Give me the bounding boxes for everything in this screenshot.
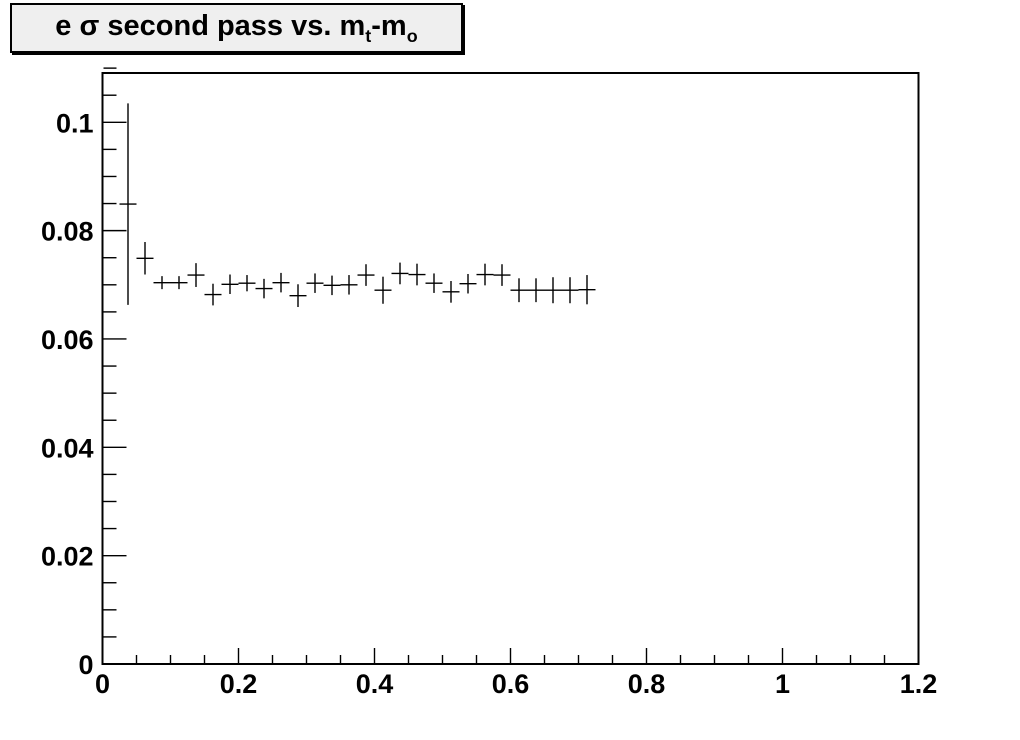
y-axis-tick-label: 0.06 (41, 325, 94, 355)
data-point (527, 278, 545, 303)
data-point (255, 278, 273, 299)
x-axis-tick-label: 0.4 (356, 669, 394, 699)
data-point (408, 263, 426, 286)
data-point (306, 273, 324, 293)
plot-title: e σ second pass vs. mt-mo (55, 9, 418, 46)
x-axis-tick-label: 0.2 (220, 669, 258, 699)
data-point (170, 276, 188, 290)
data-point (357, 264, 375, 286)
data-point (425, 273, 443, 293)
data-point (204, 283, 222, 306)
x-axis-tick-label: 0.6 (492, 669, 530, 699)
data-point (493, 264, 511, 286)
data-point (578, 275, 596, 305)
data-point (187, 263, 205, 287)
data-point (510, 278, 528, 303)
data-point (340, 275, 358, 295)
data-point (289, 284, 307, 308)
data-point (476, 263, 494, 286)
y-axis-tick-label: 0.04 (41, 433, 94, 463)
x-axis-tick-label: 1.2 (900, 669, 938, 699)
data-point (459, 273, 477, 294)
data-point (561, 277, 579, 304)
data-point (374, 276, 392, 304)
data-point (153, 276, 171, 290)
x-axis-tick-label: 0.8 (628, 669, 666, 699)
plot-frame (101, 72, 920, 665)
y-axis-tick-label: 0.02 (41, 542, 94, 572)
data-point (238, 275, 256, 292)
data-point (136, 242, 154, 275)
data-point (323, 275, 341, 296)
data-point (391, 262, 409, 285)
data-point (442, 281, 460, 303)
y-axis-tick-label: 0.1 (56, 108, 94, 138)
data-point (544, 277, 562, 304)
y-axis-tick-label: 0 (78, 650, 93, 680)
y-axis-tick-label: 0.08 (41, 217, 94, 247)
data-point (119, 103, 137, 305)
plot-title-box: e σ second pass vs. mt-mo (10, 3, 463, 53)
data-point (272, 272, 290, 293)
x-axis-tick-label: 0 (95, 669, 110, 699)
x-axis-tick-label: 1 (775, 669, 790, 699)
data-point (221, 274, 239, 295)
